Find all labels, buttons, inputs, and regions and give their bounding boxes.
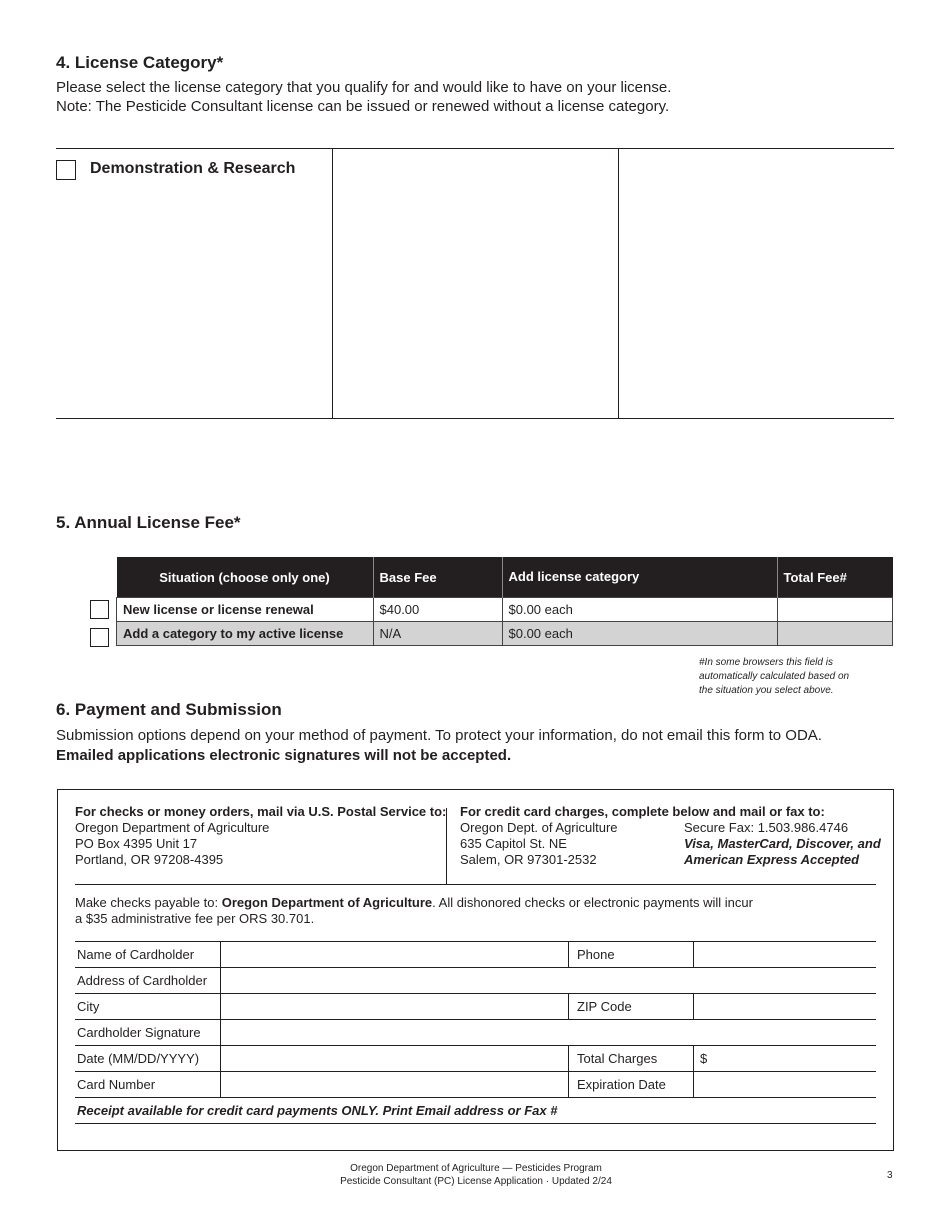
date-label: Date (MM/DD/YYYY): [75, 1045, 221, 1072]
city-input[interactable]: [220, 993, 569, 1020]
section-6-warning: Emailed applications electronic signatur…: [56, 747, 512, 764]
footer: Oregon Department of Agriculture — Pesti…: [276, 1162, 676, 1188]
accepted-cards: Visa, MasterCard, Discover, and: [684, 836, 881, 851]
base-fee-cell: N/A: [372, 621, 503, 646]
card-number-input[interactable]: [220, 1071, 569, 1098]
card-number-label: Card Number: [75, 1071, 221, 1098]
accepted-cards: American Express Accepted: [684, 852, 860, 867]
zip-input[interactable]: [693, 993, 876, 1020]
header-total-fee: Total Fee#: [776, 557, 893, 598]
demonstration-research-label: Demonstration & Research: [90, 160, 296, 177]
demonstration-research-checkbox[interactable]: [56, 160, 76, 180]
receipt-input[interactable]: Receipt available for credit card paymen…: [75, 1097, 876, 1124]
add-category-cell: $0.00 each: [501, 597, 778, 622]
footnote-line: the situation you select above.: [699, 685, 834, 696]
add-category-cell: $0.00 each: [501, 621, 778, 646]
total-fee-input[interactable]: [776, 621, 893, 646]
dollar-sign: $: [700, 1051, 708, 1066]
address-line: 635 Capitol St. NE: [460, 836, 567, 851]
section-4-title: 4. License Category*: [56, 53, 224, 72]
credit-mailing-info: For credit card charges, complete below …: [460, 804, 825, 868]
address-line: Portland, OR 97208-4395: [75, 852, 224, 867]
base-fee-cell: $40.00: [372, 597, 503, 622]
header-add-category: Add license category: [501, 557, 777, 598]
payable-prefix: Make checks payable to:: [75, 895, 222, 910]
phone-input[interactable]: [693, 941, 876, 968]
section-6-instructions: Submission options depend on your method…: [56, 727, 822, 744]
total-charges-input[interactable]: $: [693, 1045, 876, 1072]
table-row: Add a category to my active license N/A …: [116, 621, 893, 646]
footer-line: Oregon Department of Agriculture — Pesti…: [350, 1163, 602, 1174]
new-license-checkbox[interactable]: [90, 600, 109, 619]
zip-label: ZIP Code: [568, 993, 694, 1020]
payable-suffix: . All dishonored checks or electronic pa…: [432, 895, 753, 910]
address-input[interactable]: [220, 967, 876, 994]
secure-fax: Secure Fax: 1.503.986.4746: [684, 820, 849, 835]
address-line: Oregon Department of Agriculture: [75, 820, 270, 835]
fee-table-header: Situation (choose only one) Base Fee Add…: [116, 557, 893, 598]
signature-input[interactable]: [220, 1019, 876, 1046]
city-label: City: [75, 993, 221, 1020]
address-label: Address of Cardholder: [75, 967, 221, 994]
cardholder-form: Name of Cardholder Phone Address of Cardh…: [75, 941, 876, 1124]
payable-info: Make checks payable to: Oregon Departmen…: [75, 895, 753, 927]
payable-name: Oregon Department of Agriculture: [221, 895, 433, 910]
payment-box: [57, 789, 894, 1151]
header-base-fee: Base Fee: [372, 557, 502, 598]
header-situation: Situation (choose only one): [116, 557, 373, 598]
credit-heading: For credit card charges, complete below …: [460, 804, 825, 819]
add-category-checkbox[interactable]: [90, 628, 109, 647]
payable-fee-note: a $35 administrative fee per ORS 30.701.: [75, 911, 315, 926]
address-line: PO Box 4395 Unit 17: [75, 836, 198, 851]
fax-info: Secure Fax: 1.503.986.4746 Visa, MasterC…: [684, 820, 881, 868]
situation-cell: Add a category to my active license: [116, 621, 374, 646]
fee-footnote: #In some browsers this field is automati…: [699, 656, 849, 698]
expiration-label: Expiration Date: [568, 1071, 694, 1098]
section-4-note: Note: The Pesticide Consultant license c…: [56, 98, 670, 115]
name-input[interactable]: [220, 941, 569, 968]
checks-heading: For checks or money orders, mail via U.S…: [75, 804, 447, 819]
expiration-input[interactable]: [693, 1071, 876, 1098]
phone-label: Phone: [568, 941, 694, 968]
checks-mailing-info: For checks or money orders, mail via U.S…: [75, 804, 446, 868]
footer-line: Pesticide Consultant (PC) License Applic…: [340, 1176, 612, 1187]
page-number: 3: [887, 1170, 893, 1181]
fee-table: Situation (choose only one) Base Fee Add…: [116, 557, 893, 646]
section-4-instructions: Please select the license category that …: [56, 79, 672, 96]
section-6-title: 6. Payment and Submission: [56, 700, 282, 719]
situation-cell: New license or license renewal: [116, 597, 374, 622]
signature-label: Cardholder Signature: [75, 1019, 221, 1046]
footnote-line: automatically calculated based on: [699, 671, 850, 682]
name-label: Name of Cardholder: [75, 941, 221, 968]
table-row: New license or license renewal $40.00 $0…: [116, 597, 893, 622]
date-input[interactable]: [220, 1045, 569, 1072]
footnote-line: #In some browsers this field is: [699, 657, 833, 668]
section-5-title: 5. Annual License Fee*: [56, 513, 241, 532]
address-line: Salem, OR 97301-2532: [460, 852, 597, 867]
total-charges-label: Total Charges: [568, 1045, 694, 1072]
address-line: Oregon Dept. of Agriculture: [460, 820, 618, 835]
total-fee-input[interactable]: [776, 597, 893, 622]
